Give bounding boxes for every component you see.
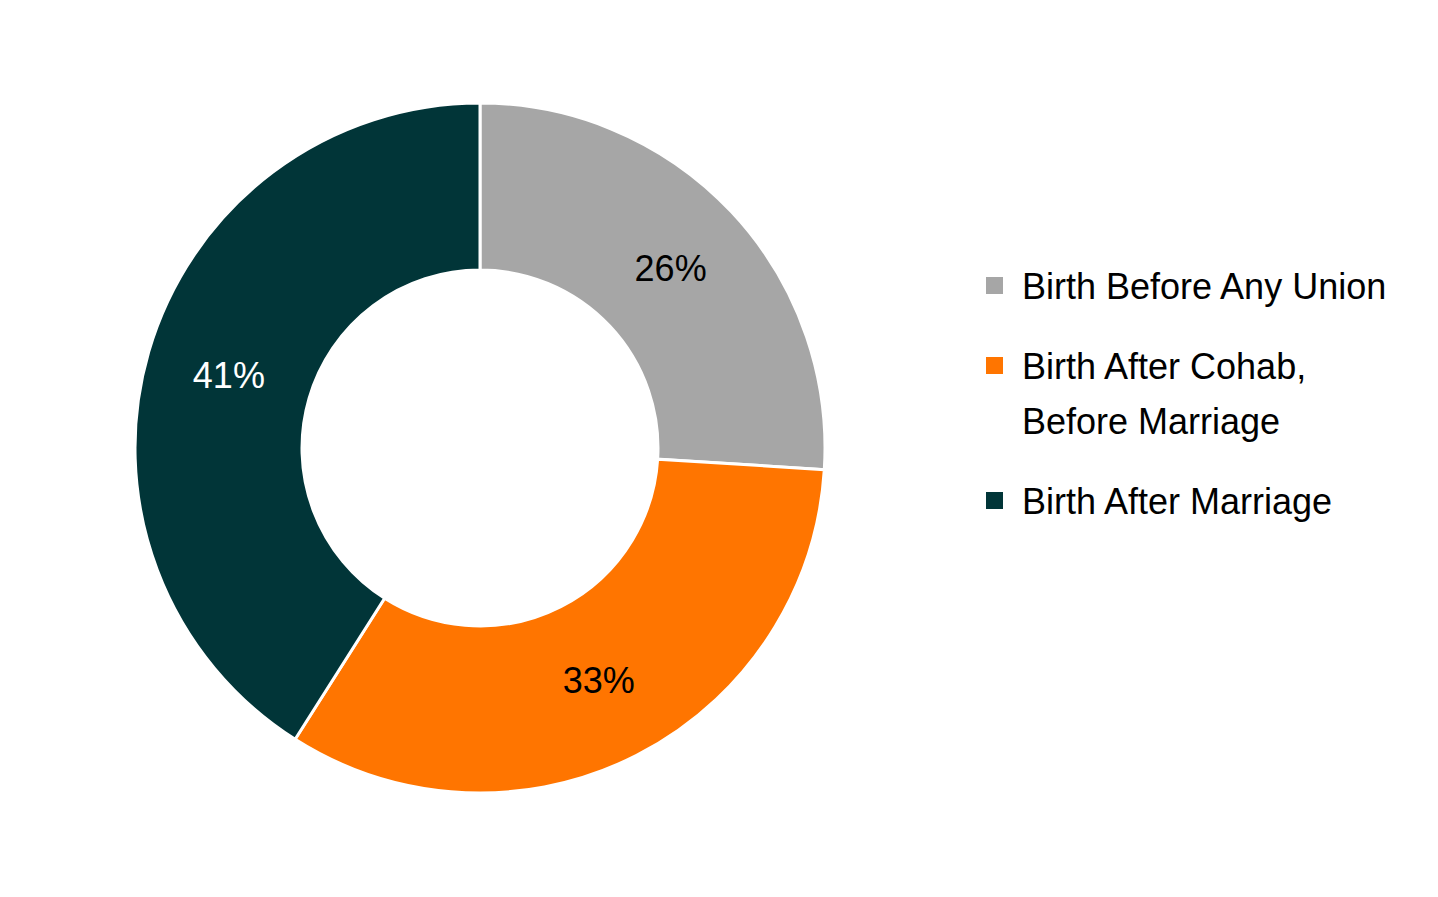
slice [135, 103, 480, 739]
legend-label: Birth After Cohab, Before Marriage [1022, 346, 1306, 442]
chart: 26% 33% 41% Birth Before Any Union Birth Aft… [0, 0, 1438, 897]
slice [480, 103, 825, 470]
legend-line: Birth After Marriage [1022, 481, 1332, 522]
data-label: 33% [563, 660, 635, 701]
legend-item: Birth After Marriage [986, 481, 1332, 522]
legend-item: Birth After Cohab, Before Marriage [986, 346, 1306, 442]
legend-swatch [986, 357, 1003, 374]
legend-label: Birth After Marriage [1022, 481, 1332, 522]
legend-swatch [986, 492, 1003, 509]
legend-swatch [986, 277, 1003, 294]
legend-line: Birth After Cohab, [1022, 346, 1306, 387]
slice [295, 459, 824, 793]
data-label: 26% [635, 248, 707, 289]
data-labels: 26% 33% 41% [193, 248, 707, 701]
legend-line: Before Marriage [1022, 401, 1280, 442]
legend-label: Birth Before Any Union [1022, 266, 1386, 307]
slices [135, 103, 825, 793]
legend-item: Birth Before Any Union [986, 266, 1386, 307]
legend-line: Birth Before Any Union [1022, 266, 1386, 307]
legend: Birth Before Any Union Birth After Cohab,… [986, 266, 1386, 522]
data-label: 41% [193, 355, 265, 396]
